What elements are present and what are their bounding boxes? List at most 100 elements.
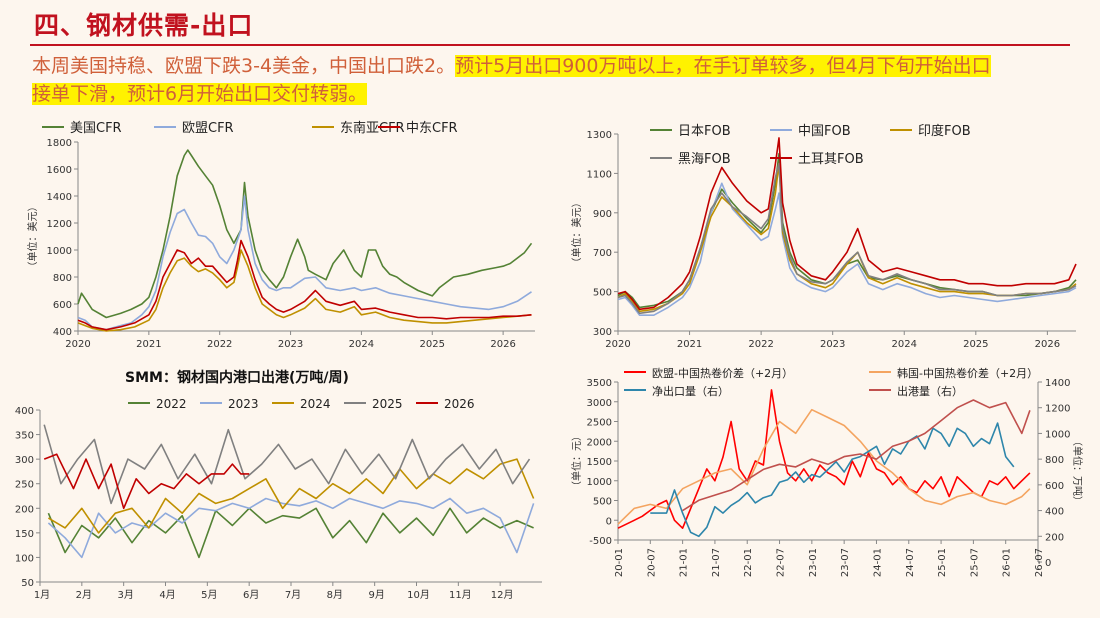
y-axis-label: （单位：美元） — [570, 198, 583, 268]
x-tick-label: 22-07 — [776, 548, 787, 577]
y-tick-label: 600 — [53, 300, 72, 311]
series-line-3 — [77, 239, 532, 331]
x-tick-label: 5月 — [201, 589, 217, 601]
y-right-tick-label: 1200 — [1045, 404, 1070, 415]
y-right-tick-label: 400 — [1045, 507, 1064, 518]
legend-label-2: 2024 — [300, 397, 331, 411]
series-line-1 — [617, 182, 1077, 316]
y-tick-label: 3500 — [587, 378, 612, 389]
y-tick-label: 1400 — [47, 192, 72, 203]
y-tick-label: 500 — [593, 497, 612, 508]
x-tick-label: 2025 — [420, 339, 445, 350]
y-tick-label: 200 — [15, 504, 34, 515]
y-tick-label: 1500 — [587, 457, 612, 468]
y-right-tick-label: 1400 — [1045, 378, 1070, 389]
summary-plain: 本周美国持稳、欧盟下跌3-4美金，中国出口跌2。 — [32, 55, 456, 77]
legend-label-0: 欧盟-中国热卷价差（+2月） — [652, 366, 793, 380]
x-tick-label: 22-01 — [743, 548, 754, 577]
page-title: 四、钢材供需-出口 — [34, 11, 254, 40]
x-tick-label: 2025 — [963, 339, 988, 350]
x-tick-label: 12月 — [491, 589, 514, 601]
x-tick-label: 21-07 — [711, 548, 722, 577]
x-tick-label: 2022 — [207, 339, 232, 350]
legend-label-2: 东南亚CFR — [340, 120, 405, 136]
y-right-tick-label: 0 — [1045, 558, 1051, 569]
x-tick-label: 8月 — [327, 589, 343, 601]
x-tick-label: 23-07 — [840, 548, 851, 577]
x-tick-label: 7月 — [285, 589, 301, 601]
x-tick-label: 2026 — [490, 339, 515, 350]
y-tick-label: 1000 — [587, 477, 612, 488]
legend-label-4: 土耳其FOB — [798, 152, 864, 167]
legend-label-1: 欧盟CFR — [182, 121, 234, 136]
y-tick-label: 300 — [593, 327, 612, 338]
series-line-4 — [617, 137, 1077, 311]
y-tick-label: 100 — [15, 553, 34, 564]
series-line-3 — [617, 162, 1077, 315]
summary-highlight-1: 预计5月出口900万吨以上，在手订单较多，但4月下旬开始出口 — [455, 55, 991, 77]
summary-text: 本周美国持稳、欧盟下跌3-4美金，中国出口跌2。预计5月出口900万吨以上，在手… — [32, 52, 1082, 108]
y-right-tick-label: 1000 — [1045, 429, 1070, 440]
x-tick-label: 2022 — [748, 339, 773, 350]
series-line-2 — [77, 249, 532, 332]
x-tick-label: 1月 — [34, 589, 50, 601]
x-tick-label: 20-07 — [646, 548, 657, 577]
x-tick-label: 26-07 — [1034, 548, 1045, 577]
legend-label-0: 美国CFR — [70, 121, 122, 136]
y-tick-label: 800 — [53, 273, 72, 284]
y-tick-label: 0 — [606, 516, 612, 527]
series-line-2 — [650, 422, 1015, 538]
y-tick-label: 1600 — [47, 165, 72, 176]
legend-label-1: 韩国-中国热卷价差（+2月） — [897, 366, 1038, 380]
y-tick-label: 1300 — [587, 130, 612, 141]
y-tick-label: 350 — [15, 431, 34, 442]
x-tick-label: 23-01 — [808, 548, 819, 577]
series-line-2 — [47, 458, 535, 534]
summary-highlight-2: 接单下滑，预计6月开始出口交付转弱。 — [32, 83, 368, 105]
series-line-1 — [47, 497, 535, 559]
x-tick-label: 2020 — [605, 339, 630, 350]
x-tick-label: 25-07 — [969, 548, 980, 577]
x-tick-label: 4月 — [159, 589, 175, 601]
series-line-4 — [43, 453, 250, 510]
y-tick-label: 2500 — [587, 418, 612, 429]
legend-label-3: 黑海FOB — [678, 152, 731, 167]
legend-label-1: 中国FOB — [798, 124, 851, 139]
y-axis-label-left: （单位：元） — [570, 431, 583, 491]
x-tick-label: 2024 — [892, 339, 917, 350]
x-tick-label: 24-01 — [872, 548, 883, 577]
y-tick-label: 1800 — [47, 138, 72, 149]
title-divider — [30, 44, 1070, 46]
y-tick-label: 900 — [593, 209, 612, 220]
x-tick-label: 9月 — [368, 589, 384, 601]
x-tick-label: 2021 — [677, 339, 702, 350]
y-axis-label-right: （单位：万吨） — [1071, 436, 1084, 506]
y-tick-label: 400 — [53, 327, 72, 338]
legend-label-0: 日本FOB — [678, 124, 731, 139]
smm-port-departure-chart: SMM：钢材国内港口出港(万吨/周) 50 100 150 200 250 300 350 40… — [15, 369, 542, 601]
series-line-3 — [682, 399, 1031, 512]
chart-title: SMM：钢材国内港口出港(万吨/周) — [125, 369, 349, 386]
y-tick-label: 3000 — [587, 398, 612, 409]
y-tick-label: 300 — [15, 455, 34, 466]
y-axis-label: （单位：美元） — [26, 202, 39, 272]
y-tick-label: 250 — [15, 480, 34, 491]
x-tick-label: 24-07 — [905, 548, 916, 577]
series-line-0 — [617, 389, 1031, 529]
y-tick-label: 1000 — [47, 246, 72, 257]
y-tick-label: 150 — [15, 529, 34, 540]
legend-label-0: 2022 — [156, 397, 187, 411]
x-tick-label: 2026 — [1035, 339, 1060, 350]
x-tick-label: 25-01 — [937, 548, 948, 577]
legend-label-3: 中东CFR — [406, 121, 458, 136]
series-line-2 — [617, 162, 1077, 313]
x-tick-label: 2021 — [136, 339, 161, 350]
x-tick-label: 2024 — [349, 339, 374, 350]
y-tick-label: 1200 — [47, 219, 72, 230]
cfr-price-chart: 400 600 800 1000 1200 1400 1600 1800 2020 2021 202… — [26, 120, 535, 350]
series-line-1 — [77, 195, 532, 331]
x-tick-label: 2月 — [76, 589, 92, 601]
y-tick-label: 700 — [593, 248, 612, 259]
y-right-tick-label: 200 — [1045, 532, 1064, 543]
